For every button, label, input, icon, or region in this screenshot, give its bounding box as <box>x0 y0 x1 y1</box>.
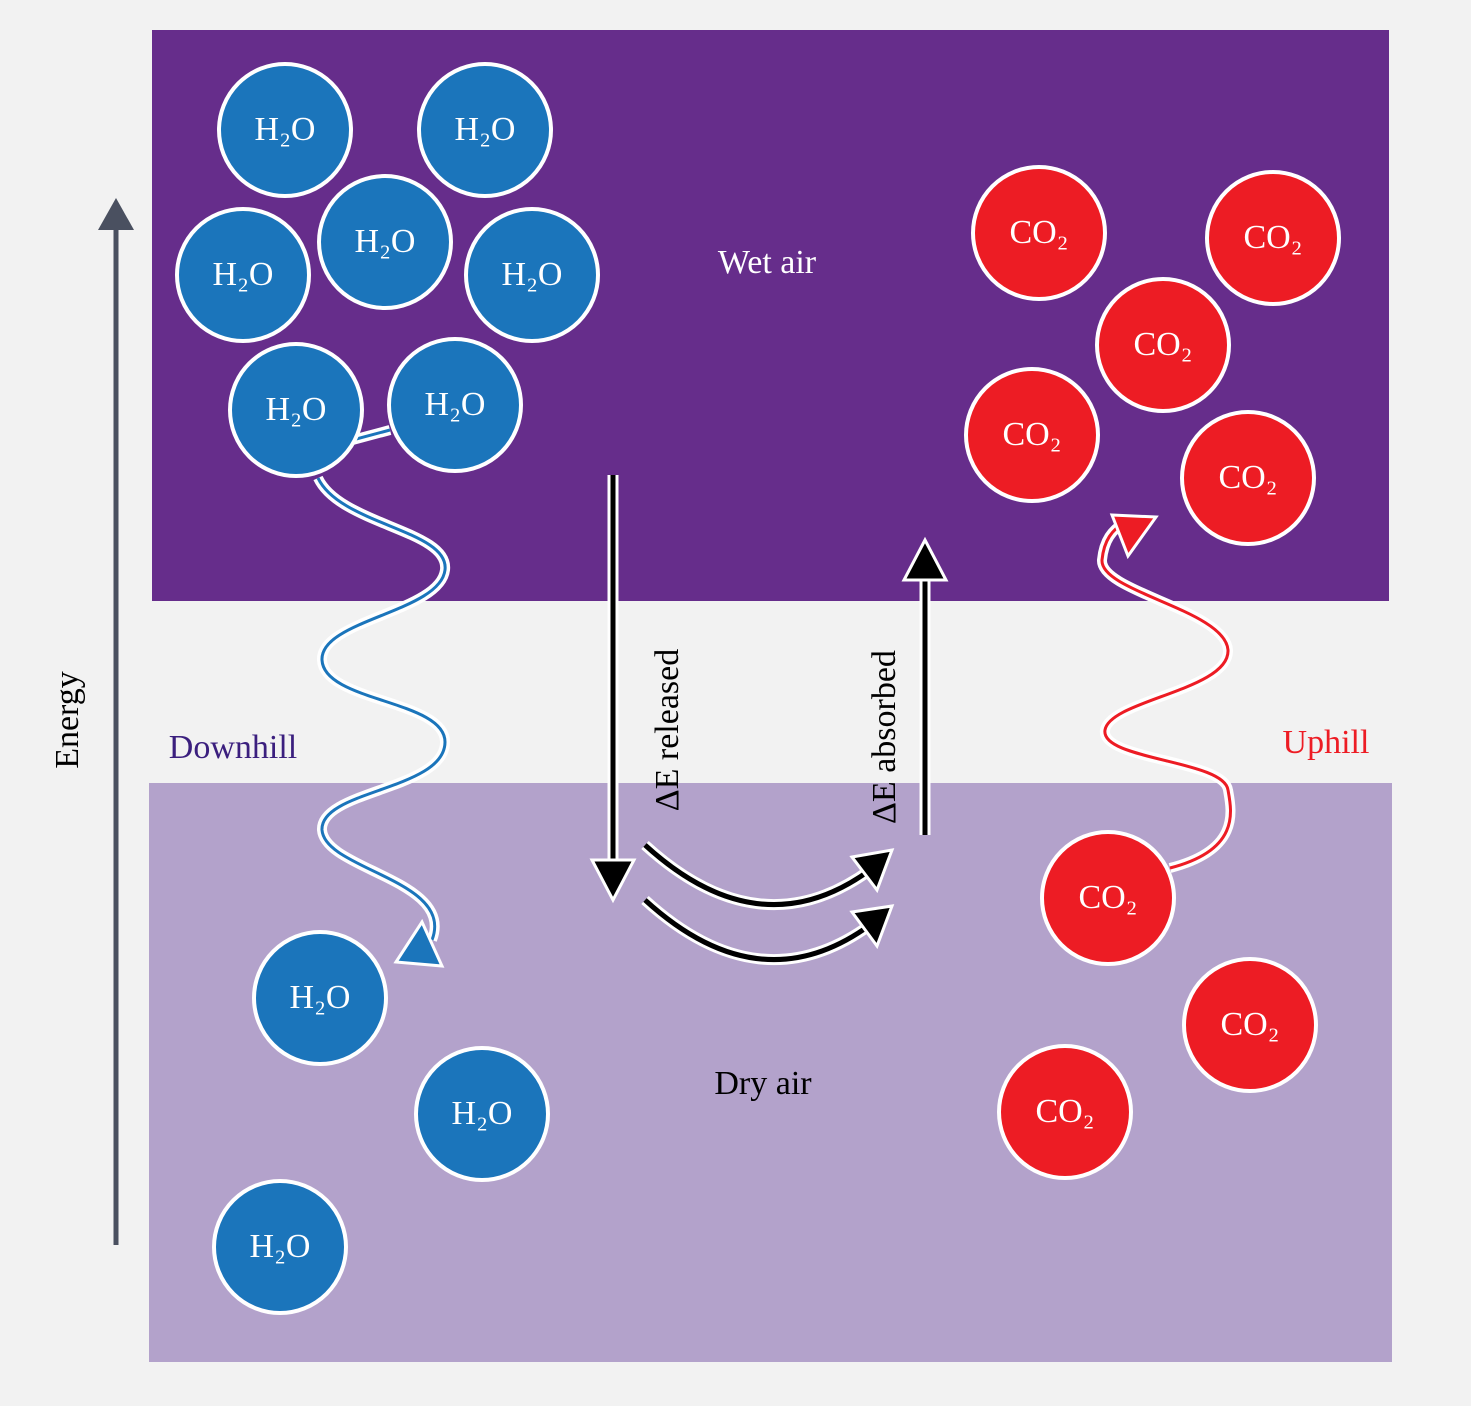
uphill-wave <box>1097 513 1236 873</box>
molecule-label: H₂O <box>250 1228 311 1265</box>
molecule-label: H₂O <box>213 256 274 293</box>
molecule <box>252 930 388 1066</box>
energy-arrowhead <box>98 198 134 230</box>
energy-absorbed-label: ΔE absorbed <box>866 650 903 824</box>
molecule <box>971 165 1107 301</box>
molecule-label: CO₂ <box>1078 879 1137 916</box>
molecule-label: H₂O <box>455 111 516 148</box>
molecules: H₂O H₂O H₂O H₂O H₂O H₂O H₂O H₂O H₂O H₂O CO₂ CO₂ CO₂ C… <box>175 62 1341 1315</box>
molecule-label: CO₂ <box>1218 459 1277 496</box>
molecule-label: CO₂ <box>1002 416 1061 453</box>
energy-released-label: ΔE released <box>649 649 686 812</box>
molecule <box>1205 170 1341 306</box>
dry-air-label: Dry air <box>714 1065 812 1102</box>
molecule <box>212 1179 348 1315</box>
molecule-label: H₂O <box>290 979 351 1016</box>
molecule <box>997 1044 1133 1180</box>
molecule-label: H₂O <box>425 386 486 423</box>
uphill-label: Uphill <box>1283 724 1370 761</box>
molecule <box>175 207 311 343</box>
molecule-label: CO₂ <box>1009 214 1068 251</box>
molecule-label: CO₂ <box>1133 326 1192 363</box>
molecule-label: H₂O <box>255 111 316 148</box>
molecule <box>217 62 353 198</box>
energy-arrows <box>589 475 949 966</box>
molecule-label: H₂O <box>355 223 416 260</box>
wet-air-label: Wet air <box>718 244 817 281</box>
downhill-label: Downhill <box>169 729 297 766</box>
molecule-label: CO₂ <box>1220 1006 1279 1043</box>
molecule <box>417 62 553 198</box>
energy-label: Energy <box>49 671 86 769</box>
molecule <box>387 337 523 473</box>
molecule-label: H₂O <box>502 256 563 293</box>
molecule <box>464 207 600 343</box>
molecule <box>1182 957 1318 1093</box>
molecule-label: CO₂ <box>1243 219 1302 256</box>
molecule <box>228 342 364 478</box>
molecule <box>317 174 453 310</box>
molecule <box>1040 830 1176 966</box>
molecule-label: CO₂ <box>1035 1093 1094 1130</box>
molecule-label: H₂O <box>452 1095 513 1132</box>
molecule-label: H₂O <box>266 391 327 428</box>
molecule <box>414 1046 550 1182</box>
molecule <box>1095 277 1231 413</box>
dry-air-region <box>149 783 1392 1362</box>
molecule <box>964 367 1100 503</box>
molecule <box>1180 410 1316 546</box>
